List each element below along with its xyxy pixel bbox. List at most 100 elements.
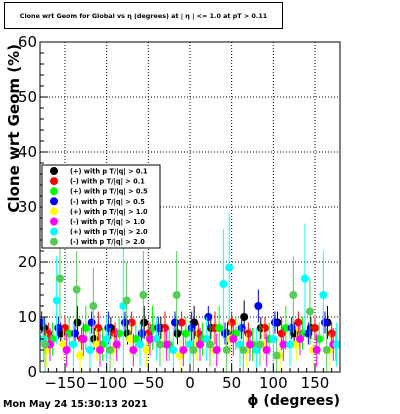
data-point <box>126 335 134 343</box>
data-point <box>322 346 331 354</box>
data-point <box>189 346 198 354</box>
data-point <box>254 302 263 310</box>
data-point <box>171 318 179 327</box>
data-point <box>87 318 96 327</box>
data-point <box>179 346 188 354</box>
data-point <box>137 329 146 338</box>
data-point <box>244 329 253 338</box>
legend-box <box>41 164 161 249</box>
data-point <box>102 335 111 343</box>
data-point <box>121 318 129 327</box>
y-tick-label: 30 <box>18 198 37 216</box>
data-point <box>222 346 231 354</box>
data-point <box>104 324 113 332</box>
data-point <box>272 351 281 360</box>
data-point <box>86 346 94 354</box>
legend-label: (-) with p T/|q| > 2.0 <box>70 238 145 247</box>
chart-title-box: Clone wrt Geom for Global vs η (degrees)… <box>4 2 283 29</box>
data-point <box>287 324 296 332</box>
legend-label: (+) with p T/|q| > 2.0 <box>70 228 148 237</box>
x-tick-label: 0 <box>185 374 195 392</box>
legend-marker <box>50 177 58 186</box>
legend-label: (-) with p T/|q| > 1.0 <box>70 218 145 227</box>
data-point <box>156 340 164 349</box>
data-point <box>206 340 214 349</box>
data-point <box>204 313 213 321</box>
data-point <box>94 324 103 332</box>
data-point <box>225 263 234 272</box>
data-point <box>89 302 98 310</box>
data-point <box>327 329 336 338</box>
data-point <box>219 280 228 288</box>
x-tick-label: −50 <box>133 374 165 392</box>
x-tick-label: 50 <box>222 374 241 392</box>
data-point <box>311 324 319 332</box>
timestamp: Mon May 24 15:30:13 2021 <box>3 399 148 410</box>
legend-marker <box>50 187 58 196</box>
x-tick-label: 100 <box>259 374 288 392</box>
data-point <box>271 318 279 327</box>
legend-marker <box>50 217 58 226</box>
y-tick-label: 50 <box>18 88 37 106</box>
legend-marker <box>50 197 58 206</box>
data-point <box>262 346 271 354</box>
data-point <box>41 340 49 349</box>
data-point <box>79 335 88 343</box>
data-layer <box>40 168 340 372</box>
x-axis-label: ϕ (degrees) <box>247 393 340 409</box>
y-axis-label: Clone wrt Geom (%) <box>5 44 23 213</box>
legend-label: (-) with p T/|q| > 0.1 <box>70 178 145 187</box>
data-point <box>72 285 81 294</box>
data-point <box>237 324 246 332</box>
data-point <box>139 291 148 299</box>
legend-label: (+) with p T/|q| > 0.5 <box>70 188 148 197</box>
data-point <box>296 335 304 343</box>
y-tick-label: 10 <box>18 308 37 326</box>
data-point <box>332 340 340 349</box>
data-point <box>56 274 64 283</box>
data-point <box>142 346 151 354</box>
legend-label: (-) with p T/|q| > 0.5 <box>70 198 145 207</box>
data-point <box>269 335 278 343</box>
data-point <box>76 351 84 360</box>
data-point <box>106 346 114 354</box>
data-point <box>172 291 181 299</box>
data-point <box>229 335 238 343</box>
data-point <box>40 318 46 327</box>
data-point <box>321 318 329 327</box>
data-point <box>196 340 204 349</box>
chart-title: Clone wrt Geom for Global vs η (degrees)… <box>19 11 268 20</box>
data-point <box>129 346 138 354</box>
data-point <box>54 324 63 332</box>
legend-marker <box>50 167 58 175</box>
legend-marker <box>50 207 58 216</box>
data-point <box>289 291 298 299</box>
data-point <box>256 340 264 349</box>
data-point <box>294 318 303 327</box>
y-tick-label: 20 <box>18 253 37 271</box>
data-point <box>154 324 163 332</box>
data-point <box>239 346 248 354</box>
data-point <box>96 346 104 354</box>
data-point <box>261 324 269 332</box>
data-point <box>319 291 328 299</box>
data-point <box>187 324 196 332</box>
x-tick-label: −100 <box>86 374 127 392</box>
data-point <box>62 346 71 354</box>
data-point <box>162 340 171 349</box>
data-point <box>112 340 121 349</box>
data-point <box>146 335 154 343</box>
data-point <box>312 346 321 354</box>
data-point <box>69 340 78 349</box>
data-point <box>215 324 224 332</box>
y-tick-label: 60 <box>18 33 37 51</box>
data-point <box>304 329 313 338</box>
data-point <box>177 318 186 327</box>
data-point <box>212 346 221 354</box>
data-point <box>169 346 178 354</box>
x-tick-label: −150 <box>44 374 85 392</box>
data-point <box>246 340 254 349</box>
y-tick-label: 0 <box>27 363 37 381</box>
data-point <box>301 274 309 283</box>
